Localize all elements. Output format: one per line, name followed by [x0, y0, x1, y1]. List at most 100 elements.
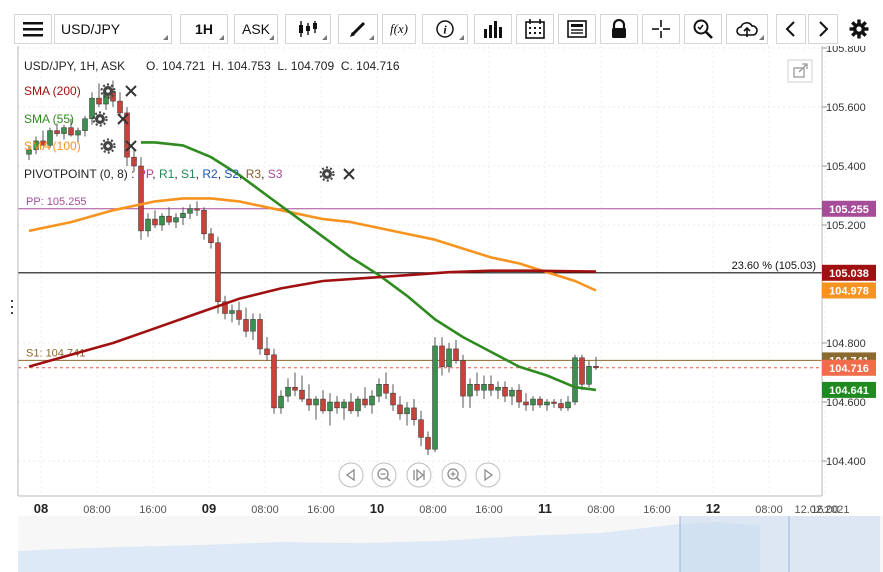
legend-sma100[interactable]: SMA (100)	[24, 138, 137, 154]
candle-body	[362, 398, 368, 406]
scroll-left-button[interactable]	[338, 462, 364, 488]
gear-icon[interactable]	[100, 138, 116, 154]
zoom-out-button[interactable]	[371, 462, 397, 488]
sma200-line	[28, 269, 597, 368]
candle-body	[530, 398, 536, 406]
candle	[257, 313, 263, 355]
function-button[interactable]: f(x)	[382, 14, 416, 44]
legend-sma200[interactable]: SMA (200)	[24, 83, 137, 99]
x-tick-label: 11	[538, 501, 552, 516]
candle-body	[383, 384, 389, 394]
next-button[interactable]	[808, 14, 838, 44]
candle-body	[124, 112, 130, 158]
reset-view-button[interactable]	[406, 462, 432, 488]
drag-handle-icon[interactable]	[11, 300, 13, 314]
news-button[interactable]	[558, 14, 596, 44]
candle	[341, 399, 347, 420]
draw-tool-button[interactable]	[338, 14, 378, 44]
scroll-right-button[interactable]	[475, 462, 501, 488]
price-tag-last-label: 104.716	[829, 363, 869, 375]
legend-sma55[interactable]: SMA (55)	[24, 111, 129, 127]
price-tag-pp: 105.255	[822, 200, 876, 217]
candle-body	[68, 127, 74, 136]
candle	[593, 356, 599, 370]
candle-body	[145, 218, 151, 232]
price-tag-pp-bg	[822, 200, 876, 217]
candle-body	[306, 398, 312, 406]
menu-button[interactable]	[14, 14, 52, 44]
price-tag-sma100-bg	[822, 282, 876, 299]
candle	[376, 378, 382, 402]
candle-body	[397, 404, 403, 415]
candle	[117, 92, 123, 116]
candle	[579, 354, 585, 391]
y-tick-label: 105.400	[826, 161, 866, 173]
price-tag-fib: 105.038	[822, 264, 876, 281]
candle	[292, 372, 298, 397]
cloud-upload-button[interactable]	[726, 14, 768, 44]
candle-body	[376, 384, 382, 397]
prev-button[interactable]	[776, 14, 806, 44]
x-tick-label: 16:00	[643, 504, 671, 516]
close-icon[interactable]	[125, 140, 137, 152]
candle	[264, 337, 270, 361]
candle	[320, 390, 326, 414]
gear-icon[interactable]	[92, 111, 108, 127]
candle	[180, 207, 186, 225]
timeframe-select[interactable]: 1H	[180, 14, 228, 44]
symbol-select[interactable]: USD/JPY	[54, 14, 172, 44]
candle	[460, 354, 466, 408]
candle	[187, 204, 193, 220]
toolbar: USD/JPY 1H ASK f(x) i	[0, 0, 883, 46]
candle-body	[152, 218, 158, 226]
candle-body	[40, 140, 46, 146]
chart-area[interactable]: PP: 105.255 S1: 104.741 23.60 % (105.03) 1…	[0, 46, 883, 572]
time-axis[interactable]: 08 08:00 16:00 09 08:00 16:00 10 08:00 16:00 11 08…	[34, 501, 850, 516]
price-type-select[interactable]: ASK	[234, 14, 278, 44]
close-icon[interactable]	[117, 113, 129, 125]
zoom-in-button[interactable]	[441, 462, 467, 488]
candle	[474, 372, 480, 397]
expand-button[interactable]	[787, 59, 813, 83]
lock-button[interactable]	[600, 14, 638, 44]
candle-body	[558, 403, 564, 409]
y-tick-label: 104.800	[826, 338, 866, 350]
settings-button[interactable]	[844, 14, 874, 44]
candle-type-button[interactable]	[285, 14, 331, 44]
candle	[271, 348, 277, 414]
candle	[509, 387, 515, 405]
gear-icon[interactable]	[319, 166, 335, 182]
close-icon[interactable]	[343, 168, 355, 180]
candle-body	[26, 149, 32, 155]
candle	[572, 354, 578, 405]
price-axis[interactable]: 105.800 105.600 105.400 105.200 104.800 104.6…	[822, 46, 866, 468]
candle-body	[425, 437, 431, 450]
x-tick-label: 08:00	[83, 504, 111, 516]
navigator-window[interactable]	[680, 516, 880, 572]
navigator-strip[interactable]	[18, 516, 883, 572]
gear-icon[interactable]	[100, 83, 116, 99]
legend-pivotpoint[interactable]: PIVOTPOINT (0, 8) : PP, R1, S1, R2, S2, …	[24, 166, 355, 182]
calendar-button[interactable]	[516, 14, 554, 44]
close-icon[interactable]	[125, 85, 137, 97]
zoom-area-button[interactable]	[684, 14, 722, 44]
candle-body	[75, 130, 81, 136]
price-tag-sma55-bg	[822, 381, 876, 398]
x-tick-label: 12.02.2021	[794, 504, 849, 516]
candle-body	[278, 395, 284, 409]
zoom-in-icon	[447, 468, 459, 480]
candle-body	[299, 389, 305, 400]
legend-sma55-label: SMA (55)	[24, 112, 74, 126]
candle	[68, 118, 74, 137]
candle	[313, 396, 319, 420]
crosshair-button[interactable]	[642, 14, 680, 44]
y-tick-label: 105.600	[826, 102, 866, 114]
x-tick-label: 16:00	[475, 504, 503, 516]
candle	[47, 127, 53, 149]
candle	[397, 396, 403, 420]
info-button[interactable]: i	[422, 14, 468, 44]
candle	[453, 340, 459, 364]
candle-body	[537, 398, 543, 406]
price-tag-fib-label: 105.038	[829, 268, 869, 280]
volume-button[interactable]	[474, 14, 512, 44]
